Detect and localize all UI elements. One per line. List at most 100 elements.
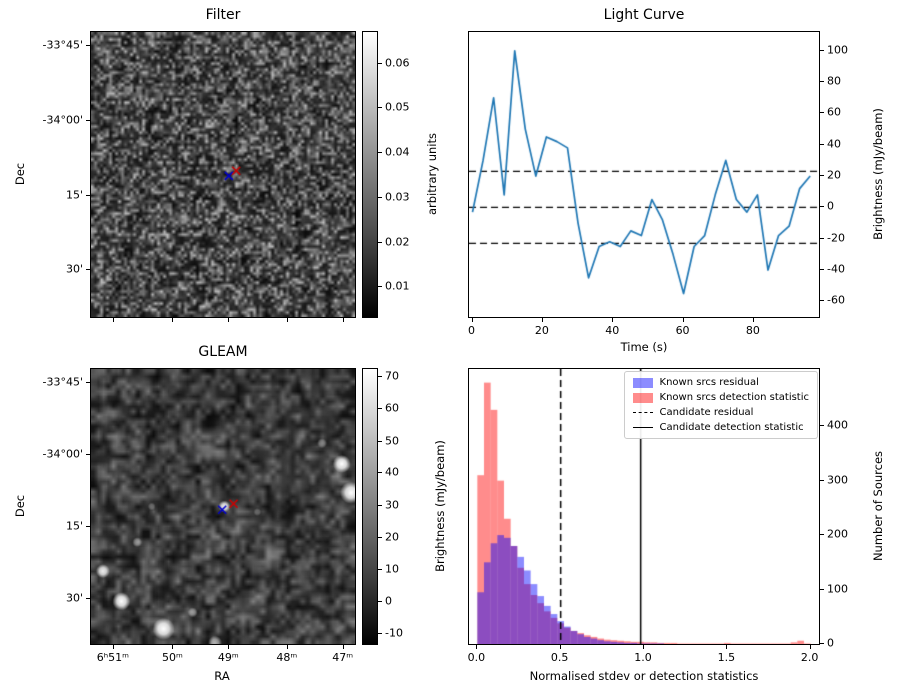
tick-mark	[541, 318, 543, 322]
gleam-colorbar-label: Brightness (mJy/beam)	[433, 440, 447, 572]
tick-mark	[286, 645, 288, 649]
legend-item: Known srcs residual	[632, 377, 809, 388]
legend-item: Candidate residual	[632, 407, 809, 418]
tick-mark	[809, 645, 811, 649]
legend-item: Candidate detection statistic	[632, 422, 809, 433]
tick-mark	[342, 645, 344, 649]
tick-mark	[820, 425, 824, 427]
tick-mark	[378, 472, 382, 474]
legend-swatch-dashed-line-icon	[632, 412, 653, 413]
y-tick-label: 0	[827, 636, 834, 650]
y-tick-label: 0.02	[385, 235, 410, 249]
tick-mark	[286, 318, 288, 322]
tick-mark	[820, 479, 824, 481]
tick-mark	[820, 643, 824, 644]
histogram-ylabel: Number of Sources	[871, 450, 885, 562]
tick-mark	[820, 175, 824, 177]
x-tick-label: 1.0	[634, 651, 652, 664]
tick-mark	[682, 318, 684, 322]
lightcurve-ylabel: Brightness (mJy/beam)	[871, 108, 885, 240]
tick-mark	[820, 143, 824, 145]
tick-mark	[559, 645, 561, 649]
tick-mark	[86, 525, 90, 527]
y-tick-label: 400	[827, 418, 848, 432]
x-tick-label: 1.5	[717, 651, 736, 664]
tick-mark	[378, 536, 382, 538]
tick-mark	[228, 318, 230, 322]
tick-mark	[86, 381, 90, 383]
tick-mark	[86, 597, 90, 599]
lightcurve-plot	[469, 32, 819, 317]
gleam-axes	[90, 368, 356, 645]
tick-mark	[378, 440, 382, 442]
y-tick-label: 0.04	[385, 145, 410, 159]
tick-mark	[378, 376, 382, 378]
y-tick-label: 50	[385, 434, 399, 448]
tick-mark	[752, 318, 754, 322]
tick-mark	[378, 152, 382, 154]
y-tick-label: 300	[827, 473, 848, 487]
gleam-xlabel: RA	[214, 669, 230, 683]
y-tick-label: 15'	[65, 188, 83, 202]
y-tick-label: -34°00'	[42, 447, 84, 461]
tick-mark	[378, 286, 382, 288]
tick-mark	[378, 62, 382, 64]
legend-label: Known srcs detection statistic	[659, 392, 809, 403]
y-tick-label: 80	[827, 74, 841, 88]
tick-mark	[86, 269, 90, 271]
y-tick-label: -20	[827, 231, 845, 245]
y-tick-label: -34°00'	[42, 113, 84, 127]
gleam-image	[91, 369, 355, 644]
gleam-colorbar	[362, 368, 378, 645]
y-tick-label: -60	[827, 293, 845, 307]
tick-mark	[378, 568, 382, 570]
legend-swatch-blue-patch	[632, 377, 653, 388]
filter-colorbar	[362, 31, 378, 318]
tick-mark	[86, 453, 90, 455]
tick-mark	[643, 645, 644, 649]
gleam-panel-title: GLEAM	[198, 344, 248, 360]
tick-mark	[726, 645, 728, 649]
tick-mark	[476, 645, 478, 649]
y-tick-label: 60	[827, 105, 841, 119]
y-tick-label: -40	[827, 262, 845, 276]
y-tick-label: 0	[385, 594, 392, 608]
x-tick-label: 20	[534, 324, 549, 337]
y-tick-label: 200	[827, 527, 848, 541]
tick-mark	[820, 206, 824, 208]
filter-ylabel: Dec	[13, 162, 27, 186]
tick-mark	[378, 241, 382, 243]
y-tick-label: 0	[827, 199, 834, 213]
x-tick-label: 48ᵐ	[276, 651, 298, 664]
x-tick-label: 49ᵐ	[217, 651, 239, 664]
y-tick-label: -33°45'	[42, 38, 84, 52]
tick-mark	[86, 45, 90, 47]
x-tick-label: 0.0	[467, 651, 486, 664]
tick-mark	[820, 112, 824, 114]
legend-label: Candidate residual	[659, 407, 754, 418]
tick-mark	[820, 237, 824, 239]
x-tick-label: 40	[605, 324, 620, 337]
y-tick-label: 20	[827, 168, 841, 182]
y-tick-label: 0.06	[385, 56, 410, 70]
tick-mark	[342, 318, 344, 322]
x-tick-label: 50ᵐ	[162, 651, 183, 664]
y-tick-label: 20	[385, 530, 399, 544]
histogram-xlabel: Normalised stdev or detection statistics	[529, 669, 759, 683]
lightcurve-xlabel: Time (s)	[620, 340, 668, 354]
gleam-ylabel: Dec	[13, 494, 27, 518]
tick-mark	[378, 504, 382, 506]
tick-mark	[820, 300, 824, 302]
tick-mark	[820, 269, 824, 271]
tick-mark	[86, 119, 90, 121]
x-tick-label: 80	[745, 324, 760, 337]
tick-mark	[378, 408, 382, 410]
histogram-legend: Known srcs residual Known srcs detection…	[623, 371, 818, 439]
y-tick-label: 40	[385, 465, 399, 479]
x-tick-label: 0	[468, 324, 476, 337]
tick-mark	[378, 600, 382, 602]
y-tick-label: 40	[827, 137, 841, 151]
filter-axes	[90, 31, 356, 318]
tick-mark	[378, 107, 382, 109]
tick-mark	[820, 49, 824, 51]
